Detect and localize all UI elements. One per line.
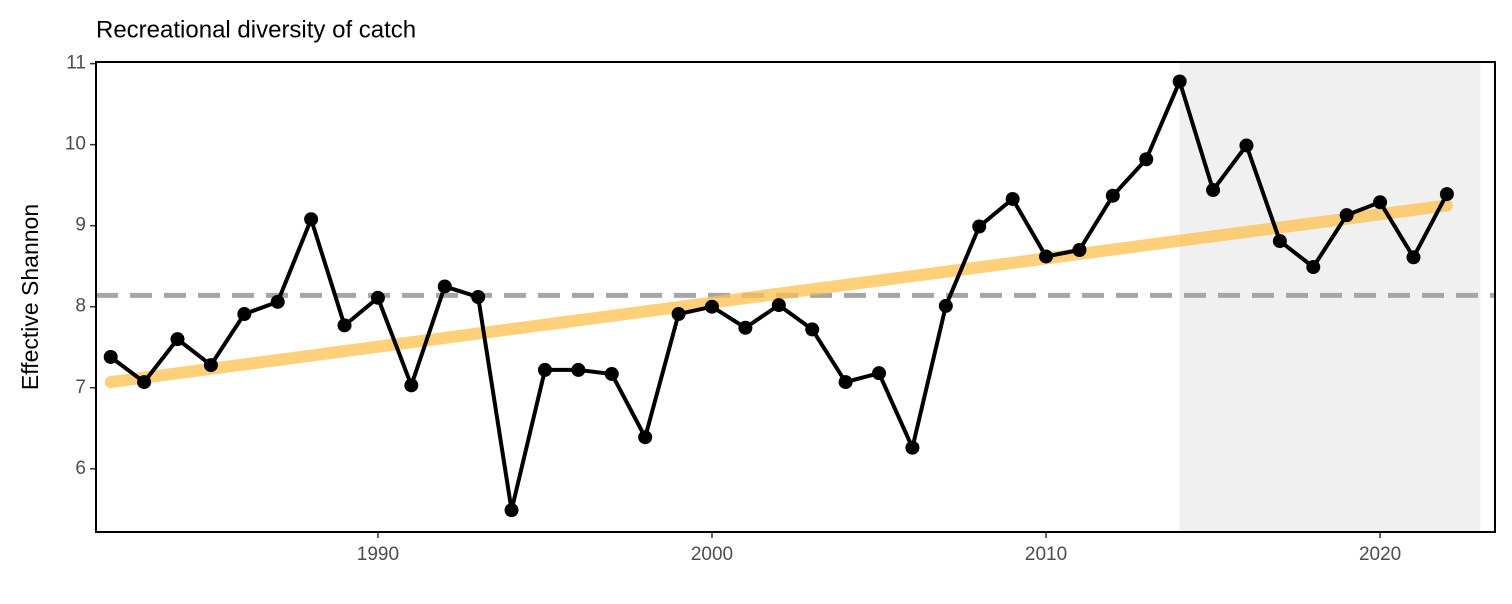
data-point	[1206, 183, 1221, 198]
data-point	[537, 362, 552, 377]
data-point	[1406, 250, 1421, 265]
data-point	[437, 279, 452, 294]
y-tick-label: 10	[65, 134, 86, 155]
data-point	[905, 440, 920, 455]
x-tick-label: 2000	[691, 544, 733, 565]
data-point	[1039, 249, 1054, 264]
data-point	[571, 362, 586, 377]
data-point	[237, 307, 252, 322]
data-point	[1306, 260, 1321, 275]
data-point	[270, 294, 285, 309]
data-point	[337, 318, 352, 333]
data-point	[1239, 138, 1254, 153]
data-point	[638, 430, 653, 445]
data-point	[170, 332, 185, 347]
data-point	[1272, 234, 1287, 249]
data-point	[671, 307, 686, 322]
data-point	[304, 212, 319, 227]
data-point	[471, 290, 486, 304]
data-point	[103, 349, 118, 364]
y-axis-label: Effective Shannon	[17, 204, 43, 390]
data-point	[604, 366, 619, 381]
x-tick-label: 1990	[357, 544, 399, 565]
data-point	[404, 378, 419, 393]
data-point	[972, 219, 987, 234]
y-tick-label: 8	[75, 296, 86, 317]
data-point	[1339, 208, 1354, 223]
data-point	[1439, 187, 1454, 202]
data-point	[137, 375, 152, 390]
data-point	[504, 503, 519, 518]
data-point	[872, 366, 887, 381]
data-point	[738, 320, 753, 335]
data-point	[1373, 195, 1388, 210]
x-tick-label: 2020	[1359, 544, 1401, 565]
plot-border	[95, 61, 1496, 533]
chart-title: Recreational diversity of catch	[96, 16, 416, 43]
data-point	[1005, 191, 1020, 206]
y-tick-label: 9	[75, 215, 86, 236]
data-point	[771, 298, 786, 313]
data-point	[370, 290, 385, 305]
x-tick-label: 2010	[1025, 544, 1067, 565]
data-point	[1139, 152, 1154, 167]
data-point	[1172, 74, 1187, 89]
data-point	[704, 299, 719, 314]
data-point	[203, 358, 218, 373]
data-point	[805, 322, 820, 337]
data-point	[1105, 188, 1120, 203]
data-point	[938, 298, 953, 313]
y-tick-label: 11	[66, 53, 86, 74]
y-tick-label: 6	[75, 458, 86, 479]
trend-line	[104, 199, 1453, 389]
y-tick-label: 7	[75, 377, 86, 398]
data-point	[1072, 243, 1087, 257]
data-point	[838, 375, 853, 390]
